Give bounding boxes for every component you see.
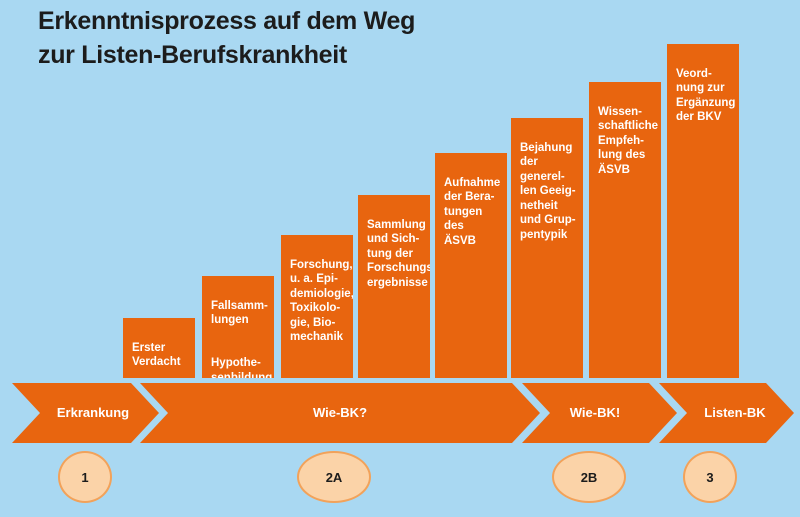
arrow-wie-bk-question — [140, 383, 540, 443]
title-line-1: Erkenntnisprozess auf dem Weg — [38, 7, 416, 35]
step-fallsammlungen: Fallsamm- lungen Hypothe- senbildung — [202, 276, 274, 378]
step-sammlung-sichtung: Sammlung und Sich- tung der Forschungs- … — [358, 195, 430, 378]
phase-badge-1: 1 — [58, 451, 112, 503]
step-label: Sammlung und Sich- tung der Forschungs- … — [367, 218, 430, 289]
step-label: Fallsamm- lungen — [211, 299, 268, 327]
step-label: Veord- nung zur Ergänzung der BKV — [676, 67, 736, 124]
phase-badge-2a: 2A — [297, 451, 371, 503]
phase-label-wie-bk-exclaim: Wie-BK! — [569, 405, 621, 420]
step-erster-verdacht: Erster Verdacht — [123, 318, 195, 378]
step-forschung: Forschung, u. a. Epi- demiologie, Toxiko… — [281, 235, 353, 378]
step-aufnahme-beratungen: Aufnahme der Bera- tungen des ÄSVB — [435, 153, 507, 378]
phase-label-erkrankung: Erkrankung — [56, 405, 130, 420]
title-line-2: zur Listen-Berufskrankheit — [38, 41, 347, 69]
phase-badge-3: 3 — [683, 451, 737, 503]
phase-badge-2b: 2B — [552, 451, 626, 503]
step-label: Bejahung der generel- len Geeig- netheit… — [520, 141, 576, 241]
phase-label-wie-bk-question: Wie-BK? — [312, 405, 368, 420]
arrow-listen-bk — [659, 383, 794, 443]
step-label: Aufnahme der Bera- tungen des ÄSVB — [444, 176, 501, 247]
arrow-wie-bk-exclaim — [522, 383, 677, 443]
phase-label-listen-bk: Listen-BK — [704, 405, 766, 420]
step-label: Forschung, u. a. Epi- demiologie, Toxiko… — [290, 258, 353, 344]
step-verordnung: Veord- nung zur Ergänzung der BKV — [667, 44, 739, 378]
step-bejahung: Bejahung der generel- len Geeig- netheit… — [511, 118, 583, 378]
step-label-secondary: Hypothe- senbildung — [211, 357, 273, 378]
step-label: Erster Verdacht — [132, 341, 181, 369]
diagram-title: Erkenntnisprozess auf dem Weg zur Listen… — [38, 4, 415, 72]
step-wissenschaftliche-empfehlung: Wissen- schaftliche Empfeh- lung des ÄSV… — [589, 82, 661, 378]
step-label: Wissen- schaftliche Empfeh- lung des ÄSV… — [598, 105, 659, 176]
arrow-erkrankung — [12, 383, 159, 443]
